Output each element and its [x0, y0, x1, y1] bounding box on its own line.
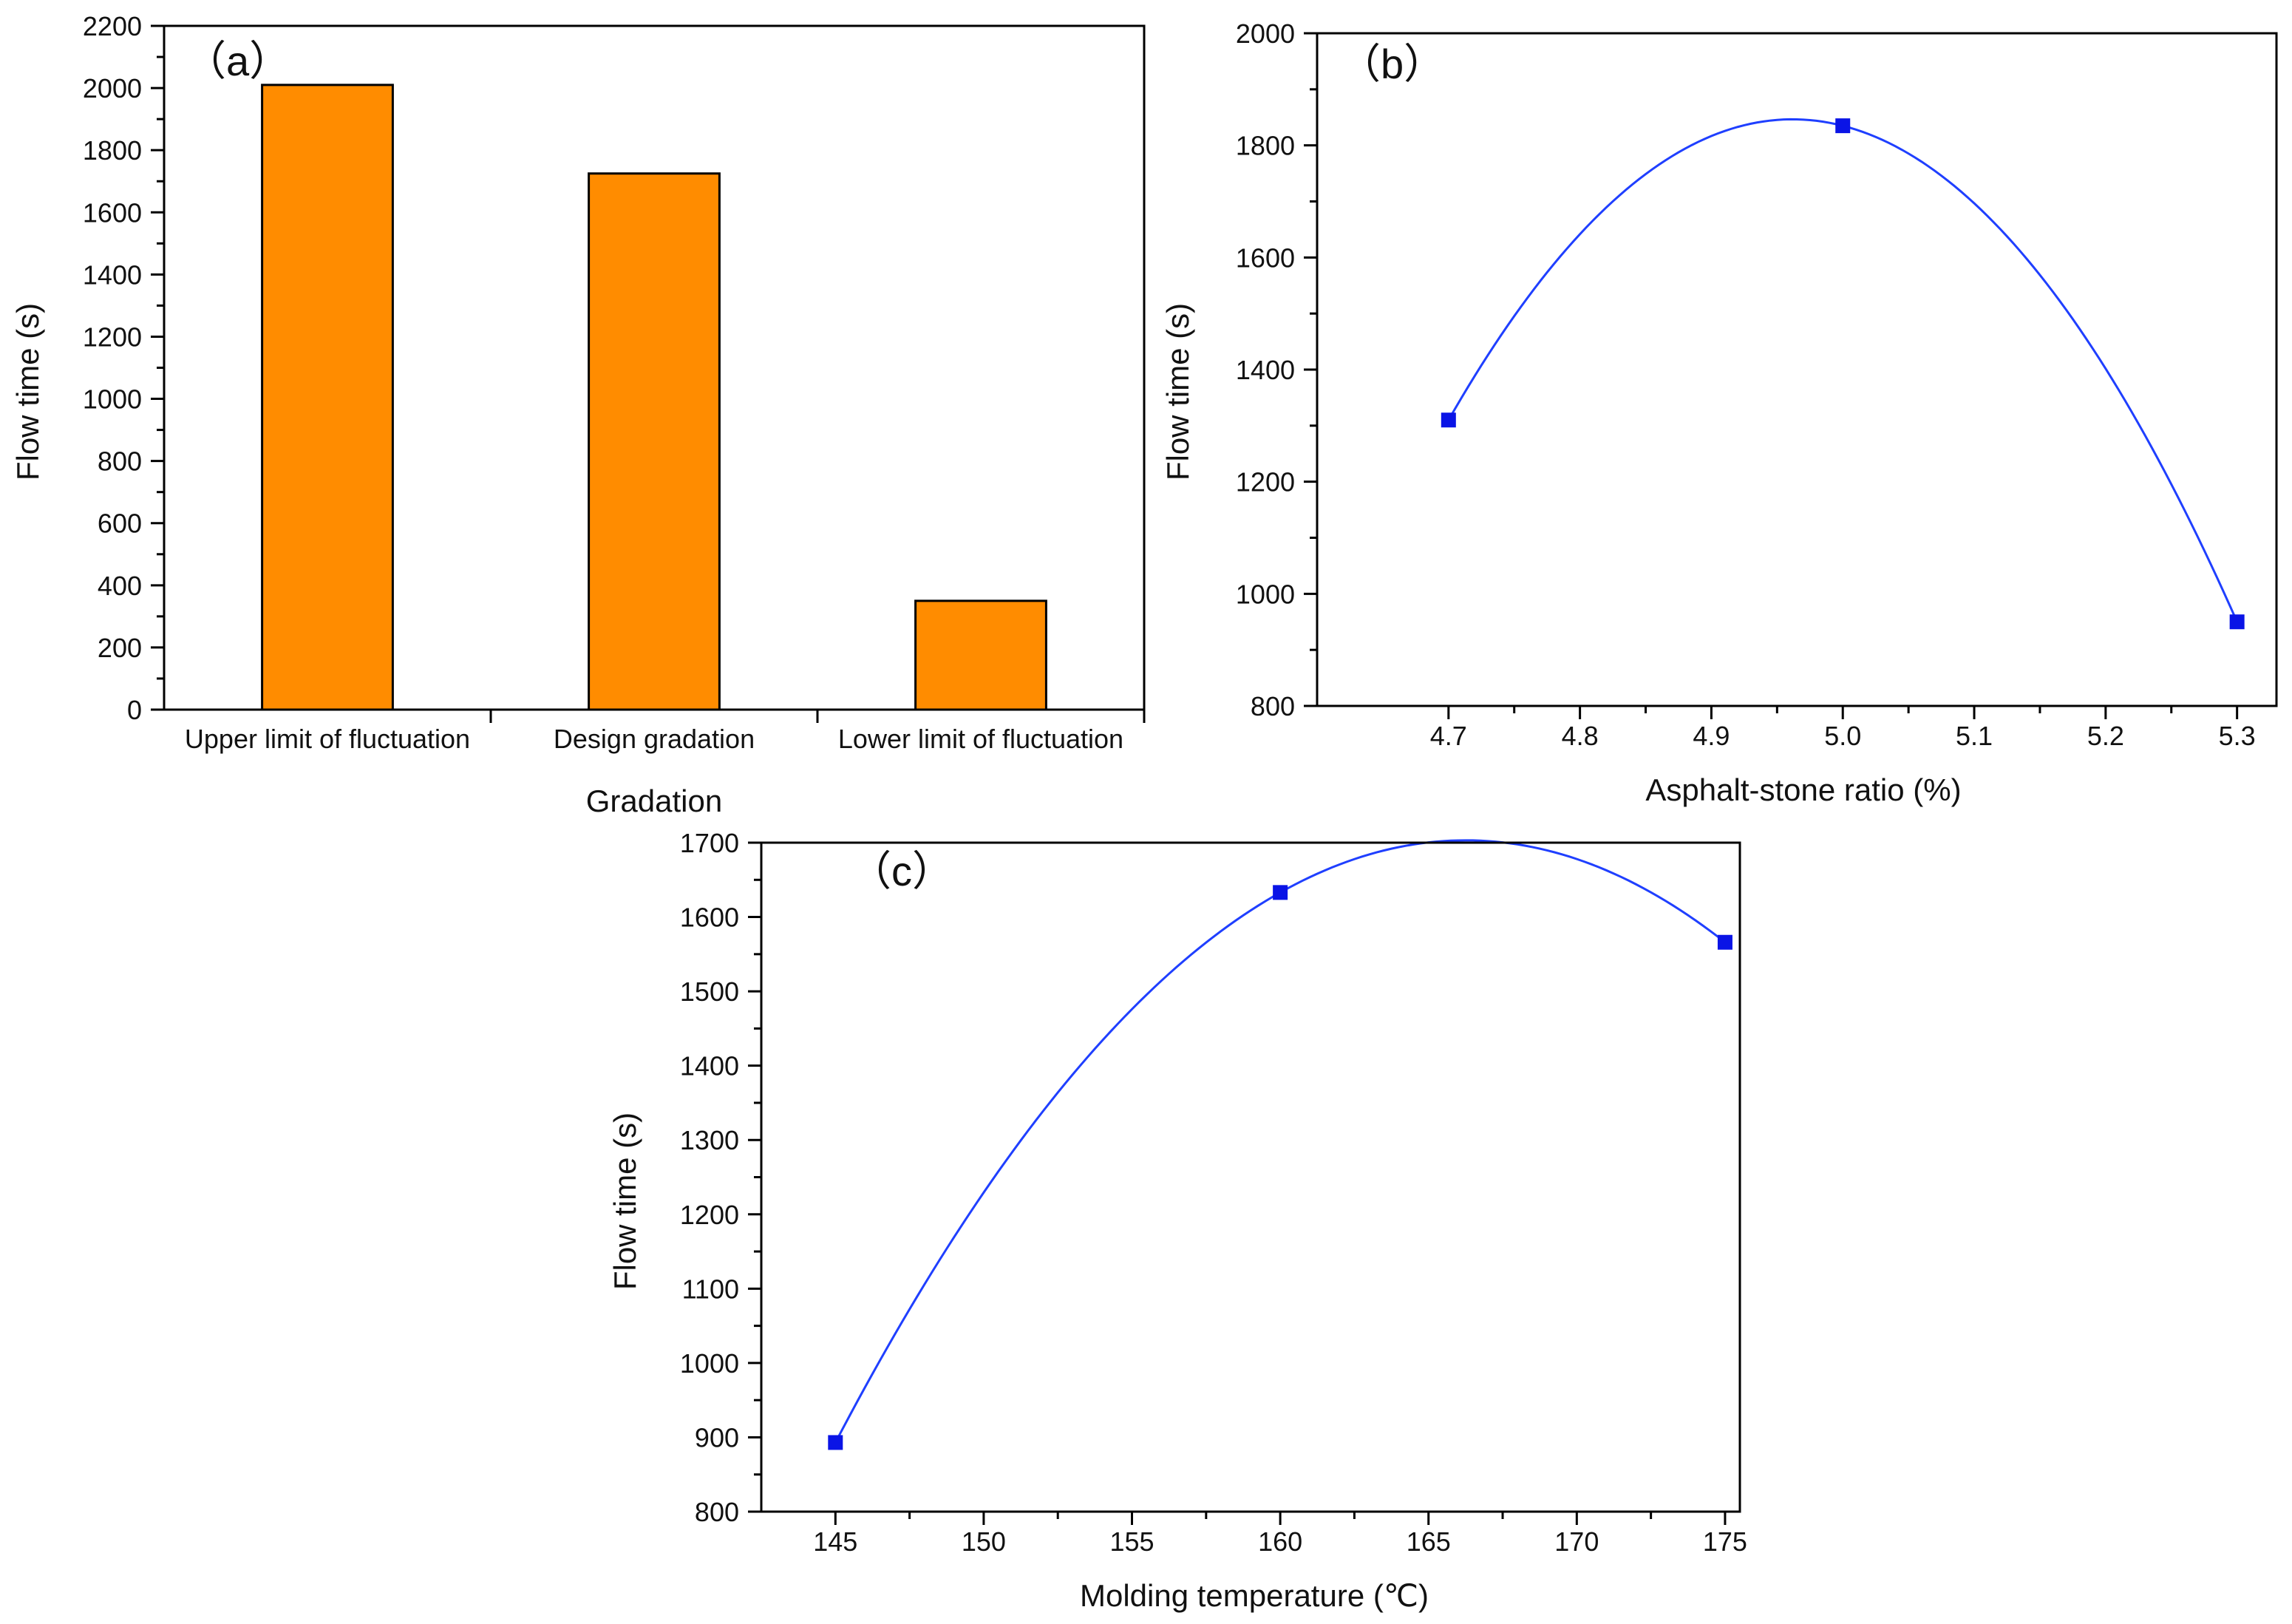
chart-c-y-tick-label: 900	[695, 1422, 739, 1453]
chart-b-x-tick-label: 4.9	[1693, 721, 1730, 751]
chart-a-y-tick-label: 2000	[83, 73, 142, 103]
data-point	[1441, 412, 1456, 428]
chart-b-y-tick-label: 2000	[1236, 18, 1295, 49]
chart-c-y-tick-label: 1600	[680, 903, 739, 933]
chart-a-category-label: Lower limit of fluctuation	[838, 724, 1123, 754]
chart-c-y-tick-label: 1100	[682, 1274, 739, 1304]
chart-panel-a: Upper limit of fluctuation Design gradati…	[10, 11, 1146, 818]
chart-a-y-tick-label: 400	[98, 571, 142, 601]
chart-a-category-label: Upper limit of fluctuation	[185, 724, 470, 754]
chart-panel-c: 145 150 155 160 165 170 175 800 900 1000 1100 1200 1…	[608, 828, 1747, 1613]
chart-a-marks	[261, 84, 1047, 711]
chart-b-y-tick-label: 1400	[1236, 355, 1295, 385]
chart-c-y-tick-label: 1400	[680, 1051, 739, 1081]
chart-a-x-axis-title: Gradation	[586, 784, 722, 818]
data-point	[1835, 118, 1851, 134]
chart-panel-b: 4.7 4.8 4.9 5.0 5.1 5.2 5.3 800 1000 1200 1400 1600…	[1160, 18, 2278, 807]
chart-b-y-tick-label: 1200	[1236, 467, 1295, 497]
chart-b-plot-frame	[1316, 32, 2278, 707]
chart-a-y-tick-label: 2200	[83, 11, 142, 41]
chart-c-y-tick-label: 1300	[680, 1125, 739, 1155]
chart-a-category-label: Design gradation	[554, 724, 755, 754]
chart-c-y-tick-label: 1500	[680, 976, 739, 1007]
chart-b-y-tick-label: 1600	[1236, 242, 1295, 273]
bar-3	[914, 599, 1047, 711]
chart-b-x-tick-label: 4.7	[1430, 721, 1467, 751]
chart-c-y-tick-label: 800	[695, 1497, 739, 1527]
chart-c-marks	[828, 839, 1732, 1450]
bar-2	[588, 172, 721, 711]
data-point	[2229, 614, 2245, 630]
chart-b-y-tick-label: 1000	[1236, 579, 1295, 609]
bar-1	[261, 84, 394, 711]
chart-c-x-tick-label: 175	[1703, 1526, 1747, 1557]
chart-b-ticks: 4.7 4.8 4.9 5.0 5.1 5.2 5.3 800 1000 1200 1400 1600…	[1236, 18, 2256, 751]
chart-c-y-tick-label: 1200	[680, 1200, 739, 1230]
data-point	[1717, 934, 1732, 950]
chart-c-panel-label: （c）	[850, 848, 953, 894]
chart-c-y-tick-label: 1700	[680, 828, 739, 858]
chart-a-y-tick-label: 0	[127, 695, 142, 725]
chart-b-y-tick-label: 1800	[1236, 131, 1295, 161]
chart-b-x-tick-label: 5.0	[1824, 721, 1861, 751]
chart-a-y-axis-title: Flow time (s)	[10, 303, 45, 480]
data-point	[828, 1435, 843, 1450]
chart-b-marks	[1441, 118, 2245, 630]
chart-a-y-tick-label: 1800	[83, 135, 142, 166]
chart-b-y-axis-title: Flow time (s)	[1160, 303, 1195, 480]
chart-b-x-tick-label: 4.8	[1562, 721, 1599, 751]
chart-c-x-tick-label: 150	[962, 1526, 1006, 1557]
chart-b-x-tick-label: 5.2	[2087, 721, 2124, 751]
chart-c-x-axis-title: Molding temperature (℃)	[1080, 1578, 1429, 1613]
chart-a-y-tick-label: 1600	[83, 197, 142, 228]
chart-a-panel-label: （a）	[185, 38, 290, 84]
chart-b-x-tick-label: 5.3	[2219, 721, 2256, 751]
chart-a-y-tick-label: 1400	[83, 259, 142, 290]
series-line	[1447, 118, 2239, 622]
series-line	[834, 839, 1726, 1444]
chart-b-x-tick-label: 5.1	[1956, 721, 1993, 751]
chart-c-x-tick-label: 170	[1554, 1526, 1599, 1557]
chart-c-x-tick-label: 145	[813, 1526, 857, 1557]
chart-c-x-tick-label: 160	[1258, 1526, 1302, 1557]
chart-b-y-tick-label: 800	[1251, 691, 1295, 721]
chart-c-ticks: 145 150 155 160 165 170 175 800 900 1000 1100 1200 1…	[680, 828, 1747, 1557]
chart-c-x-tick-label: 155	[1109, 1526, 1154, 1557]
chart-c-plot-frame	[760, 841, 1741, 1513]
chart-a-ticks: Upper limit of fluctuation Design gradati…	[83, 11, 1146, 754]
chart-c-x-tick-label: 165	[1407, 1526, 1451, 1557]
chart-c-y-axis-title: Flow time (s)	[608, 1112, 642, 1290]
chart-a-y-tick-label: 600	[98, 509, 142, 539]
chart-a-y-tick-label: 200	[98, 633, 142, 663]
chart-a-y-tick-label: 1200	[83, 322, 142, 352]
chart-a-y-tick-label: 800	[98, 446, 142, 477]
chart-a-y-tick-label: 1000	[83, 384, 142, 415]
chart-b-panel-label: （b）	[1339, 41, 1445, 87]
chart-c-y-tick-label: 1000	[680, 1348, 739, 1379]
chart-b-x-axis-title: Asphalt-stone ratio (%)	[1645, 772, 1961, 807]
data-point	[1273, 885, 1288, 900]
